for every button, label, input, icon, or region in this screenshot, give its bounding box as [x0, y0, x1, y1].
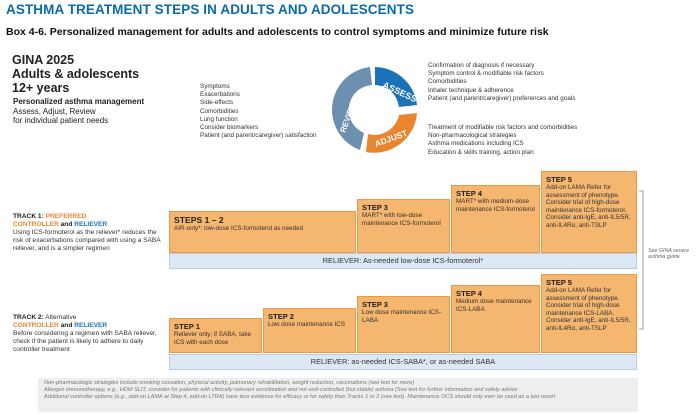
footer-line: Allergen immunotherapy, e.g., HDM SLIT, … — [44, 386, 518, 393]
list-item: Patient (and parent/caregiver) satisfact… — [200, 132, 317, 140]
track2-description: TRACK 2: Alternative CONTROLLER and RELI… — [13, 314, 163, 354]
track1-step-3: STEP 3 MART* with low-dose maintenance I… — [357, 199, 450, 253]
gina-year: GINA 2025 — [12, 53, 75, 67]
step-title: STEP 3 — [362, 203, 389, 212]
gina-heading: GINA 2025 Adults & adolescents 12+ years — [12, 53, 139, 95]
track1-preferred: PREFERRED — [45, 213, 87, 220]
assess-adjust-review-cycle: ASSESS ADJUST REVIEW — [332, 67, 418, 153]
list-item: Symptoms — [200, 83, 230, 90]
step-title: STEPS 1 – 2 — [174, 215, 224, 225]
footer-notes: Non-pharmacologic strategies include smo… — [38, 378, 638, 412]
adjust-items: Treatment of modifiable risk factors and… — [428, 124, 628, 157]
track1-step-4: STEP 4 MART* with medium-dose maintenanc… — [451, 185, 540, 253]
list-item: Symptom control & modifiable risk factor… — [428, 70, 544, 78]
list-item: Side-effects — [200, 99, 234, 107]
list-item: Asthma medications including ICS — [428, 140, 524, 148]
step-text: MART* with medium-dose maintenance ICS-f… — [456, 198, 535, 213]
gina-age: 12+ years — [12, 81, 70, 95]
track2-step-1: STEP 1 Reliever only; if SABA, take ICS … — [169, 318, 262, 353]
footer-line: Non-pharmacologic strategies include smo… — [44, 380, 415, 386]
list-item: Inhaler technique & adherence — [428, 86, 514, 94]
track2-controller: CONTROLLER — [13, 322, 59, 329]
adjust-segment — [366, 113, 417, 153]
step-text: Low dose maintenance ICS — [268, 321, 346, 328]
step-text: AIR-only*: low-dose ICS-formoterol as ne… — [174, 225, 304, 232]
assess-segment — [375, 67, 417, 107]
list-item: Non-pharmacological strategies — [428, 132, 517, 140]
track2-step-4: STEP 4 Medium dose maintenance ICS-LABA — [451, 285, 540, 353]
management-description: Personalized asthma management Assess, A… — [13, 97, 144, 126]
review-segment — [332, 67, 372, 150]
track2-step-5: STEP 5 Add-on LAMA Refer for assessment … — [541, 274, 637, 353]
step-text: Medium dose maintenance ICS-LABA — [456, 298, 532, 313]
track1-and: and — [60, 221, 73, 228]
list-item: Education & skills training, action plan — [428, 148, 534, 156]
step-text: Add-on LAMA Refer for assessment of phen… — [546, 287, 631, 332]
track1-reliever-bar: RELIEVER: As-needed low-dose ICS-formote… — [169, 253, 637, 269]
footer-line: Additional controller options (e.g., add… — [44, 393, 556, 400]
mgmt-title: Personalized asthma management — [13, 97, 145, 106]
page-title: ASTHMA TREATMENT STEPS IN ADULTS AND ADO… — [6, 2, 415, 17]
track1-steps-1-2: STEPS 1 – 2 AIR-only*: low-dose ICS-form… — [169, 211, 356, 253]
step-text: Reliever only; if SABA, take ICS with ea… — [174, 331, 251, 346]
list-item: Consider biomarkers — [200, 124, 259, 132]
track1-description: TRACK 1: PREFERRED CONTROLLER and RELIEV… — [13, 213, 163, 253]
track2-reliever: RELIEVER — [74, 322, 108, 329]
step-title: STEP 3 — [362, 300, 389, 309]
list-item: Confirmation of diagnosis if necessary — [428, 62, 535, 69]
mgmt-line2: Assess, Adjust, Review — [13, 106, 96, 116]
box-title: Box 4-6. Personalized management for adu… — [6, 26, 549, 38]
review-items: Symptoms Exacerbations Side-effects Como… — [200, 83, 350, 140]
list-item: Treatment of modifiable risk factors and… — [428, 124, 578, 131]
track2-alt: Alternative — [45, 314, 77, 321]
track2-reliever-bar: RELIEVER: as-needed ICS-SABA*, or as-nee… — [169, 354, 637, 370]
step-title: STEP 5 — [546, 175, 573, 184]
step-text: Low dose maintenance ICS-LABA — [362, 309, 442, 324]
severe-asthma-bracket — [639, 190, 644, 330]
track1-desc: Using ICS-formoterol as the reliever* re… — [13, 229, 161, 252]
track1-label: TRACK 1: — [13, 213, 44, 220]
step-title: STEP 2 — [268, 312, 295, 321]
list-item: Comorbidities — [428, 78, 467, 86]
track1-step-5: STEP 5 Add-on LAMA Refer for assessment … — [541, 171, 637, 253]
severe-asthma-note: See GINA severe asthma guide — [648, 248, 690, 261]
list-item: Patient (and parent/caregiver) preferenc… — [428, 94, 576, 102]
track2-step-3: STEP 3 Low dose maintenance ICS-LABA — [357, 296, 450, 353]
list-item: Exacerbations — [200, 91, 240, 99]
step-text: Add-on LAMA Refer for assessment of phen… — [546, 184, 631, 229]
list-item: Comorbidities — [200, 107, 239, 115]
gina-population: Adults & adolescents — [12, 67, 140, 81]
step-text: MART* with low-dose maintenance ICS-form… — [362, 212, 441, 227]
track2-and: and — [60, 322, 73, 329]
track2-label: TRACK 2: — [13, 314, 44, 321]
mgmt-line3: for individual patient needs — [13, 116, 109, 125]
track2-desc: Before considering a regimen with SABA r… — [13, 330, 157, 353]
list-item: Lung function — [200, 115, 238, 123]
step-title: STEP 4 — [456, 289, 483, 298]
step-title: STEP 4 — [456, 189, 483, 198]
track1-controller: CONTROLLER — [13, 221, 59, 228]
track2-step-2: STEP 2 Low dose maintenance ICS — [263, 308, 356, 353]
step-title: STEP 1 — [174, 322, 201, 331]
step-title: STEP 5 — [546, 278, 573, 287]
track1-reliever: RELIEVER — [74, 221, 108, 228]
assess-items: Confirmation of diagnosis if necessary S… — [428, 62, 628, 103]
